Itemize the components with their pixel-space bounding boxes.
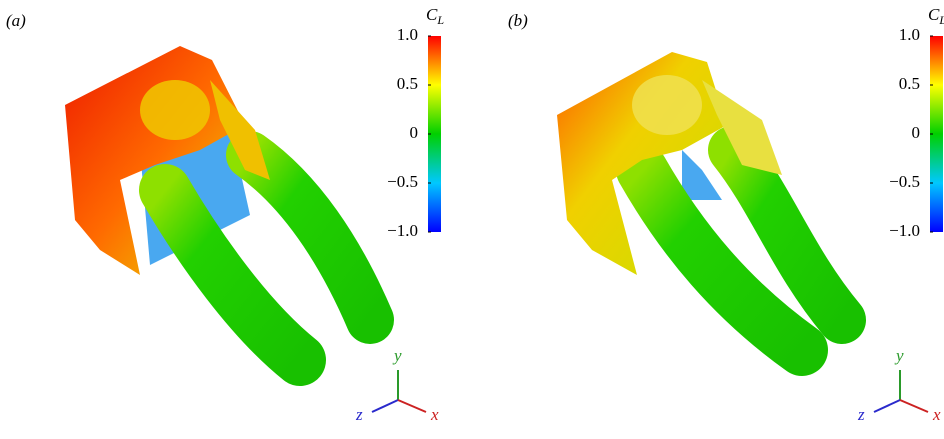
colorbar-tick-label: 1.0 (397, 25, 418, 44)
colorbar-tick-label: −1.0 (387, 221, 418, 240)
axis-label: y (894, 346, 904, 365)
axis-label: x (932, 405, 941, 424)
colorbar-title: CL (928, 5, 944, 27)
axis-z (874, 400, 900, 412)
colorbar-tick-label: 0 (410, 123, 419, 142)
panel: (a) CL 1.0 0.5 0 −0.5 −1.0 y z x (6, 5, 444, 424)
highlight (140, 80, 210, 140)
rendering (557, 52, 842, 350)
highlight (632, 75, 702, 135)
panel: (b) CL 1.0 0.5 0 −0.5 −1.0 y z x (508, 5, 944, 424)
colorbar-tick-label: 1.0 (899, 25, 920, 44)
axis-x (900, 400, 928, 412)
colorbar-subscript: L (436, 13, 444, 27)
colorbar-tick-label: 0.5 (899, 74, 920, 93)
panel-label: (a) (6, 11, 26, 30)
axis-label: y (392, 346, 402, 365)
colorbar-tick-label: 0 (912, 123, 921, 142)
axis-label: x (430, 405, 439, 424)
rendering (65, 46, 370, 360)
colorbar-tick-label: 0.5 (397, 74, 418, 93)
colorbar-tick-label: −1.0 (889, 221, 920, 240)
axis-z (372, 400, 398, 412)
figure: (a) CL 1.0 0.5 0 −0.5 −1.0 y z x (b) CL 1.0 0.5 0 −0.5 −… (0, 0, 944, 434)
axis-x (398, 400, 426, 412)
colorbar-title: CL (426, 5, 444, 27)
colorbar-subscript: L (938, 13, 944, 27)
colorbar-tick-label: −0.5 (387, 172, 418, 191)
colorbar-tick-label: −0.5 (889, 172, 920, 191)
axis-label: z (355, 405, 363, 424)
axis-label: z (857, 405, 865, 424)
panel-label: (b) (508, 11, 528, 30)
